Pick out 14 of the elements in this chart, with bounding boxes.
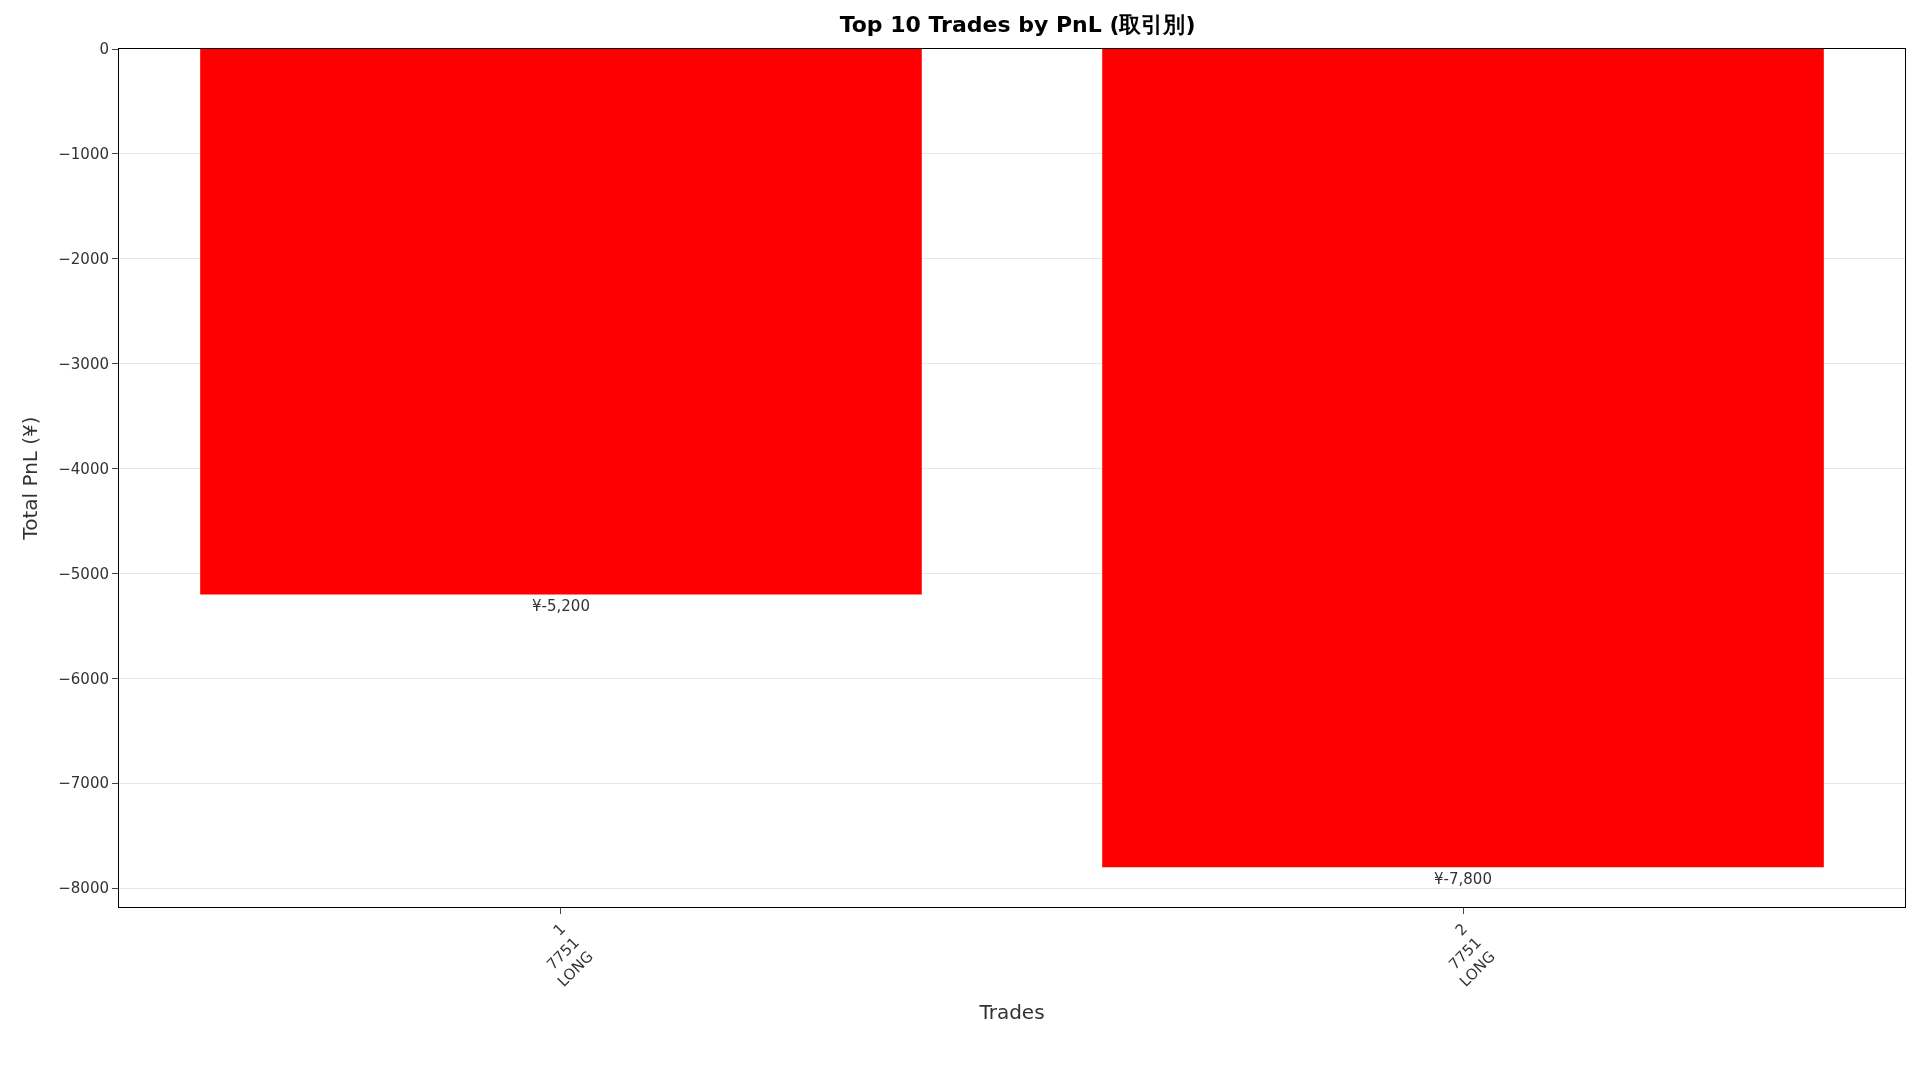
- y-tick-label: −1000: [58, 145, 109, 164]
- y-axis-title: Total PnL (¥): [17, 416, 42, 541]
- y-tick-label: −8000: [58, 879, 109, 898]
- data-label: ¥-5,200: [532, 597, 590, 616]
- x-axis-title: Trades: [978, 999, 1045, 1024]
- y-tick-label: −6000: [58, 669, 109, 688]
- y-tick-label: −4000: [58, 459, 109, 478]
- chart-title: Top 10 Trades by PnL (取引別): [839, 11, 1196, 37]
- y-tick-label: −7000: [58, 774, 109, 793]
- data-label: ¥-7,800: [1434, 870, 1492, 889]
- y-tick-label: −3000: [58, 354, 109, 373]
- y-tick-label: −2000: [58, 250, 109, 269]
- y-tick-label: 0: [99, 40, 109, 59]
- y-tick-label: −5000: [58, 564, 109, 583]
